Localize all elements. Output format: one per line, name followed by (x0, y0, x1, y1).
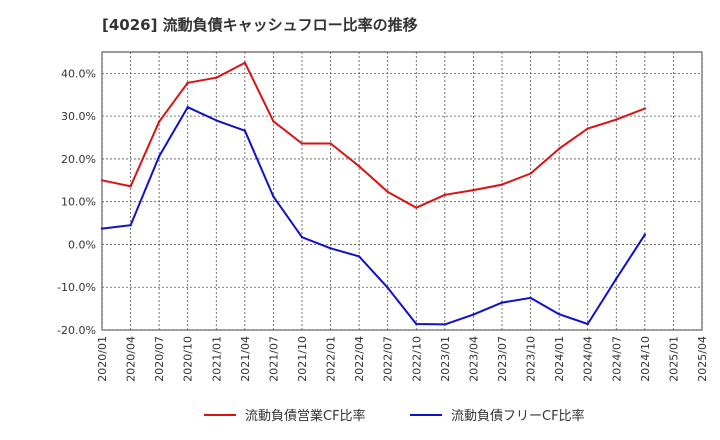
x-tick-label: 2021/07 (267, 336, 280, 382)
y-tick-label: 30.0% (61, 110, 96, 123)
x-tick-label: 2022/01 (325, 336, 338, 382)
x-tick-label: 2023/07 (496, 336, 509, 382)
data-point (215, 76, 218, 79)
y-tick-label: -20.0% (57, 324, 96, 337)
data-point (186, 105, 189, 109)
y-tick-label: 0.0% (68, 238, 96, 251)
data-point (415, 322, 418, 326)
y-tick-label: -10.0% (57, 281, 96, 294)
data-point (186, 81, 189, 84)
x-tick-label: 2024/04 (582, 336, 595, 382)
x-tick-label: 2020/10 (182, 336, 195, 382)
series-line-0 (101, 61, 646, 209)
data-point (443, 193, 447, 197)
data-point (529, 172, 532, 175)
x-tick-label: 2021/01 (210, 336, 223, 382)
x-tick-label: 2022/10 (410, 336, 423, 382)
data-point (243, 129, 247, 132)
data-point (357, 164, 361, 168)
x-tick-label: 2021/04 (239, 336, 252, 382)
data-point (500, 301, 504, 304)
data-point (500, 183, 504, 186)
data-point (357, 255, 361, 258)
data-point (529, 296, 532, 300)
data-point (615, 118, 618, 121)
data-point (386, 286, 389, 289)
data-point (557, 312, 561, 316)
legend: 流動負債営業CF比率 流動負債フリーCF比率 (204, 408, 585, 424)
series-line-1 (101, 106, 646, 326)
x-tick-label: 2025/01 (667, 336, 680, 382)
legend-label-operating-cf: 流動負債営業CF比率 (245, 408, 366, 424)
x-tick-label: 2024/07 (610, 336, 623, 382)
x-tick-label: 2020/01 (96, 336, 109, 382)
x-tick-label: 2022/04 (353, 336, 366, 382)
series-group (100, 61, 647, 326)
data-point (386, 190, 389, 194)
x-tick-label: 2022/07 (382, 336, 395, 382)
data-point (443, 323, 447, 326)
y-tick-label: 20.0% (61, 153, 96, 166)
data-point (586, 322, 589, 326)
data-point (157, 155, 161, 158)
x-tick-label: 2023/10 (525, 336, 538, 382)
data-point (472, 188, 475, 192)
y-axis-ticks: -20.0% -10.0% 0.0% 10.0% 20.0% 30.0% 40.0% (57, 67, 96, 337)
data-point (100, 179, 104, 182)
x-tick-label: 2021/10 (296, 336, 309, 382)
data-point (100, 227, 104, 230)
grid (101, 52, 703, 331)
x-tick-label: 2024/01 (553, 336, 566, 382)
x-tick-label: 2024/10 (639, 336, 652, 382)
data-point (300, 235, 304, 239)
data-point (129, 224, 132, 227)
data-point (329, 142, 332, 145)
data-point (272, 195, 275, 198)
data-point (300, 142, 304, 145)
data-point (329, 247, 332, 250)
x-tick-label: 2020/07 (153, 336, 166, 382)
data-point (157, 120, 161, 123)
data-point (129, 185, 132, 188)
x-tick-label: 2023/01 (439, 336, 452, 382)
plot-area (101, 51, 703, 331)
x-tick-label: 2025/04 (696, 336, 709, 382)
data-point (243, 61, 247, 64)
data-point (615, 277, 618, 280)
data-point (643, 233, 647, 236)
data-point (643, 107, 647, 110)
x-tick-label: 2020/04 (125, 336, 138, 382)
legend-label-free-cf: 流動負債フリーCF比率 (451, 408, 585, 424)
data-point (272, 120, 275, 123)
x-tick-label: 2023/04 (467, 336, 480, 382)
data-point (215, 119, 218, 122)
x-axis-ticks: 2020/01 2020/04 2020/07 2020/10 2021/01 2021/… (96, 336, 709, 382)
data-point (472, 313, 475, 316)
data-point (415, 206, 418, 209)
chart-title: [4026] 流動負債キャッシュフロー比率の推移 (102, 16, 418, 34)
y-tick-label: 40.0% (61, 67, 96, 80)
data-point (557, 147, 561, 150)
data-point (586, 127, 589, 130)
y-tick-label: 10.0% (61, 196, 96, 209)
